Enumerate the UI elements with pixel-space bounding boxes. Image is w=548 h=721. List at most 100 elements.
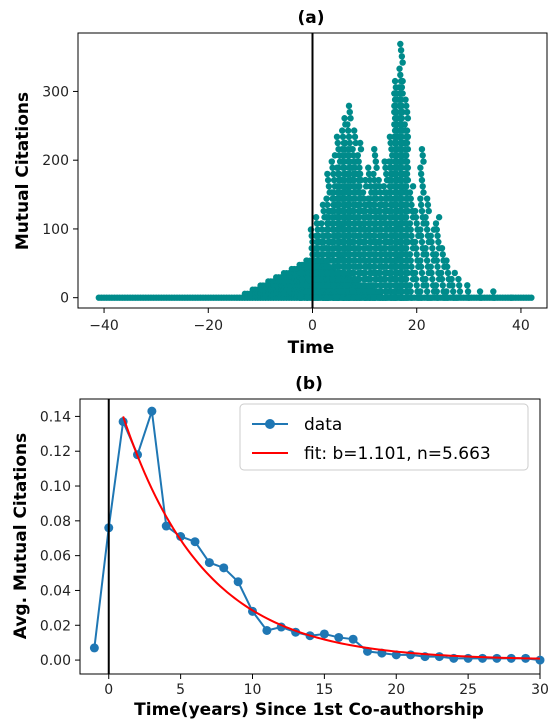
panel-a-x-ticks: −40 −20 0 20 40 bbox=[89, 308, 530, 334]
scatter-point bbox=[401, 232, 408, 240]
scatter-point bbox=[359, 238, 367, 246]
scatter-point bbox=[417, 257, 424, 264]
scatter-point bbox=[443, 288, 450, 295]
scatter-point bbox=[360, 275, 368, 283]
scatter-point bbox=[324, 226, 332, 233]
scatter-point bbox=[397, 207, 405, 215]
x-tick-label: 30 bbox=[531, 682, 548, 698]
scatter-point bbox=[333, 232, 341, 240]
scatter-point bbox=[423, 288, 431, 295]
scatter-point bbox=[339, 133, 347, 141]
y-tick-label: 200 bbox=[42, 153, 69, 169]
scatter-point bbox=[350, 263, 357, 270]
scatter-point bbox=[318, 238, 325, 246]
scatter-point bbox=[335, 164, 342, 171]
scatter-point bbox=[465, 294, 473, 301]
scatter-point bbox=[362, 176, 369, 184]
scatter-point bbox=[330, 251, 337, 258]
scatter-point bbox=[355, 269, 362, 277]
data-point bbox=[204, 558, 214, 568]
scatter-point bbox=[434, 232, 441, 240]
scatter-point bbox=[344, 257, 352, 264]
x-tick-label: −40 bbox=[89, 318, 119, 334]
scatter-point bbox=[376, 294, 383, 301]
scatter-point bbox=[350, 176, 358, 184]
scatter-point bbox=[399, 59, 406, 66]
scatter-point bbox=[420, 158, 427, 165]
scatter-point bbox=[302, 282, 309, 289]
scatter-point bbox=[449, 282, 456, 289]
scatter-point bbox=[365, 251, 373, 258]
scatter-point bbox=[396, 102, 403, 110]
scatter-point bbox=[339, 176, 346, 184]
y-tick-label: 0.08 bbox=[40, 514, 71, 530]
scatter-point bbox=[328, 207, 335, 215]
panel-a-y-label: Mutual Citations bbox=[13, 92, 33, 250]
scatter-point bbox=[340, 238, 347, 246]
scatter-point bbox=[323, 195, 330, 202]
scatter-point bbox=[396, 164, 403, 171]
scatter-point bbox=[347, 115, 354, 122]
data-point bbox=[348, 634, 358, 644]
scatter-point bbox=[508, 294, 515, 301]
scatter-point bbox=[397, 294, 404, 301]
x-tick-label: −20 bbox=[194, 318, 224, 334]
scatter-point bbox=[423, 226, 431, 233]
scatter-point bbox=[397, 176, 405, 184]
scatter-point bbox=[333, 294, 341, 301]
scatter-point bbox=[403, 152, 410, 159]
scatter-point bbox=[312, 214, 320, 221]
scatter-point bbox=[391, 294, 398, 301]
scatter-point bbox=[365, 170, 373, 178]
data-point bbox=[219, 563, 229, 573]
scatter-point bbox=[356, 214, 363, 221]
scatter-point bbox=[418, 176, 426, 184]
y-tick-label: 300 bbox=[42, 84, 69, 100]
scatter-point bbox=[360, 214, 368, 221]
scatter-point bbox=[391, 170, 398, 178]
scatter-point bbox=[448, 275, 455, 283]
scatter-point bbox=[397, 139, 404, 147]
scatter-point bbox=[334, 189, 341, 196]
scatter-point bbox=[354, 152, 362, 159]
scatter-point bbox=[391, 115, 399, 122]
scatter-point bbox=[391, 201, 398, 209]
scatter-point bbox=[371, 226, 378, 233]
scatter-point bbox=[386, 275, 394, 283]
scatter-point bbox=[464, 282, 471, 289]
scatter-point bbox=[312, 263, 320, 270]
scatter-point bbox=[386, 244, 394, 252]
scatter-point bbox=[333, 201, 341, 209]
scatter-point bbox=[403, 214, 410, 221]
scatter-point bbox=[333, 133, 341, 141]
scatter-point bbox=[370, 220, 377, 227]
scatter-point bbox=[344, 121, 351, 128]
scatter-point bbox=[371, 201, 379, 209]
scatter-point bbox=[352, 139, 359, 147]
panel-b-data-series bbox=[89, 406, 545, 665]
y-tick-label: 0.06 bbox=[40, 549, 71, 565]
scatter-point bbox=[528, 294, 535, 301]
scatter-point bbox=[417, 263, 425, 270]
scatter-point bbox=[399, 77, 406, 85]
scatter-point bbox=[396, 226, 403, 233]
scatter-point bbox=[323, 214, 330, 221]
scatter-point bbox=[339, 294, 347, 301]
scatter-point bbox=[370, 170, 377, 178]
scatter-point bbox=[413, 282, 420, 289]
scatter-point bbox=[396, 84, 403, 91]
scatter-point bbox=[423, 220, 430, 227]
scatter-point bbox=[325, 183, 333, 190]
panel-a-x-label: Time bbox=[288, 338, 335, 358]
scatter-point bbox=[417, 288, 424, 295]
scatter-point bbox=[350, 207, 358, 215]
scatter-point bbox=[387, 220, 394, 227]
scatter-point bbox=[354, 232, 362, 240]
scatter-point bbox=[297, 294, 304, 301]
scatter-point bbox=[407, 257, 414, 264]
scatter-point bbox=[392, 214, 400, 221]
scatter-point bbox=[396, 288, 403, 295]
scatter-point bbox=[402, 238, 409, 246]
scatter-point bbox=[339, 152, 347, 159]
scatter-point bbox=[346, 139, 353, 147]
